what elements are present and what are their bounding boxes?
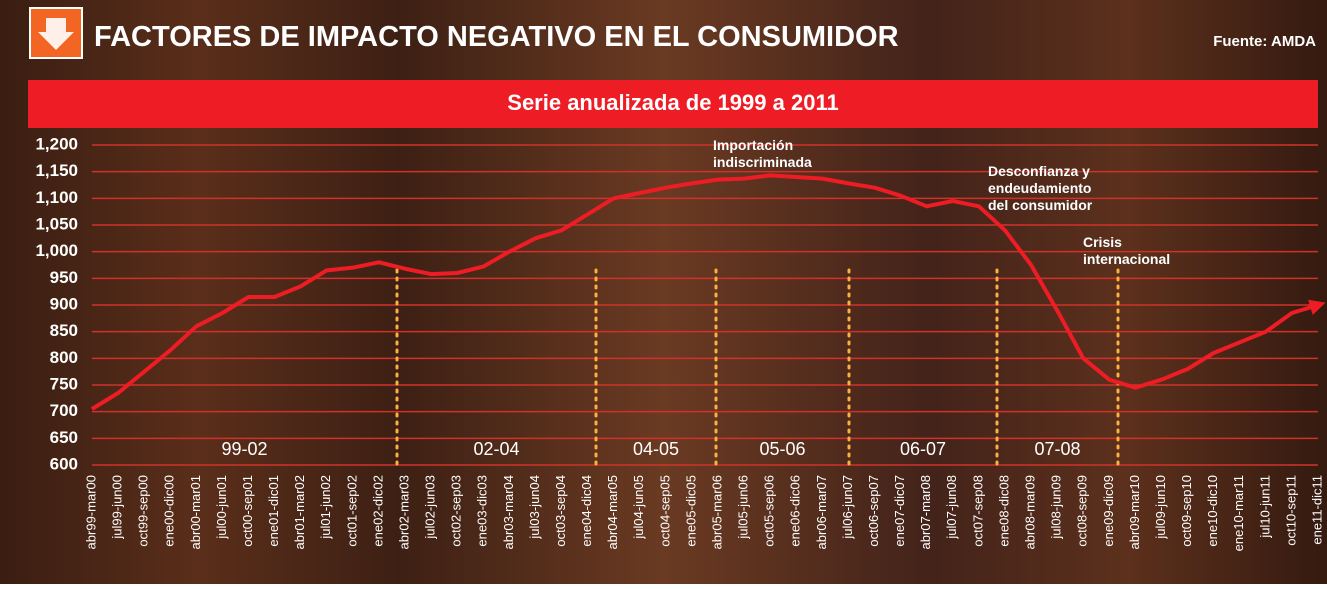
x-tick-label: jul10-jun11 bbox=[1257, 475, 1272, 539]
x-tick-label: jul02-jun03 bbox=[423, 475, 438, 540]
x-tick-label: oct01-sep02 bbox=[344, 475, 359, 547]
x-tick-label: ene01-dic01 bbox=[266, 475, 281, 547]
y-tick-label: 1,200 bbox=[35, 134, 78, 153]
x-tick-label: abr03-mar04 bbox=[501, 475, 516, 549]
period-label: 06-07 bbox=[900, 439, 946, 459]
x-tick-label: oct09-sep10 bbox=[1179, 475, 1194, 547]
x-tick-label: oct99-sep00 bbox=[136, 475, 151, 547]
period-label: 99-02 bbox=[221, 439, 267, 459]
x-tick-label: ene11-dic11 bbox=[1309, 475, 1324, 545]
y-tick-label: 900 bbox=[50, 294, 78, 313]
period-label: 07-08 bbox=[1034, 439, 1080, 459]
annotation: Crisis bbox=[1083, 234, 1122, 250]
x-tick-label: oct00-sep01 bbox=[240, 475, 255, 547]
x-tick-label: abr99-mar00 bbox=[83, 475, 98, 549]
y-tick-label: 600 bbox=[50, 454, 78, 473]
x-tick-label: jul01-jun02 bbox=[318, 475, 333, 540]
y-tick-label: 650 bbox=[50, 428, 78, 447]
x-tick-label: jul03-jun04 bbox=[527, 475, 542, 540]
chart-title: FACTORES DE IMPACTO NEGATIVO EN EL CONSU… bbox=[94, 21, 899, 53]
x-tick-label: jul99-jun00 bbox=[110, 475, 125, 540]
y-tick-label: 1,050 bbox=[35, 214, 78, 233]
x-tick-label: abr09-mar10 bbox=[1127, 475, 1142, 549]
y-tick-label: 950 bbox=[50, 268, 78, 287]
x-tick-label: abr08-mar09 bbox=[1023, 475, 1038, 549]
annotation: endeudamiento bbox=[988, 180, 1091, 196]
x-tick-label: abr04-mar05 bbox=[605, 475, 620, 549]
x-tick-label: abr00-mar01 bbox=[188, 475, 203, 549]
x-tick-label: ene02-dic02 bbox=[370, 475, 385, 547]
x-tick-label: abr07-mar08 bbox=[918, 475, 933, 549]
x-tick-label: oct07-sep08 bbox=[970, 475, 985, 547]
y-tick-label: 1,100 bbox=[35, 188, 78, 207]
x-tick-label: jul09-jun10 bbox=[1153, 475, 1168, 540]
x-tick-label: abr05-mar06 bbox=[709, 475, 724, 549]
x-tick-label: ene09-dic09 bbox=[1101, 475, 1116, 547]
x-tick-label: oct06-sep07 bbox=[866, 475, 881, 547]
x-tick-label: ene07-dic07 bbox=[892, 475, 907, 547]
source: Fuente: AMDA bbox=[1213, 33, 1316, 50]
annotation: del consumidor bbox=[988, 197, 1093, 213]
period-label: 02-04 bbox=[473, 439, 519, 459]
x-tick-label: jul07-jun08 bbox=[944, 475, 959, 540]
annotation: Desconfianza y bbox=[988, 163, 1090, 179]
x-tick-label: oct03-sep04 bbox=[553, 475, 568, 547]
period-label: 05-06 bbox=[759, 439, 805, 459]
x-tick-label: ene10-dic10 bbox=[1205, 475, 1220, 547]
x-tick-label: oct08-sep09 bbox=[1075, 475, 1090, 547]
y-tick-label: 750 bbox=[50, 374, 78, 393]
x-tick-label: oct10-sep11 bbox=[1283, 475, 1298, 546]
period-label: 04-05 bbox=[633, 439, 679, 459]
x-tick-label: oct05-sep06 bbox=[762, 475, 777, 547]
y-tick-label: 800 bbox=[50, 348, 78, 367]
y-tick-label: 1,150 bbox=[35, 161, 78, 180]
subtitle: Serie anualizada de 1999 a 2011 bbox=[507, 90, 838, 115]
annotation: internacional bbox=[1083, 251, 1170, 267]
x-tick-label: oct04-sep05 bbox=[657, 475, 672, 547]
x-tick-label: abr02-mar03 bbox=[396, 475, 411, 549]
x-tick-label: abr01-mar02 bbox=[292, 475, 307, 549]
y-tick-label: 1,000 bbox=[35, 241, 78, 260]
x-tick-label: jul05-jun06 bbox=[736, 475, 751, 540]
annotation: indiscriminada bbox=[713, 154, 812, 170]
x-tick-label: ene08-dic08 bbox=[996, 475, 1011, 547]
x-tick-label: ene06-dic06 bbox=[788, 475, 803, 547]
x-tick-label: ene05-dic05 bbox=[683, 475, 698, 547]
x-tick-label: jul08-jun09 bbox=[1049, 475, 1064, 540]
x-tick-label: abr06-mar07 bbox=[814, 475, 829, 549]
y-tick-label: 850 bbox=[50, 321, 78, 340]
annotation: Importación bbox=[713, 137, 793, 153]
chart: FACTORES DE IMPACTO NEGATIVO EN EL CONSU… bbox=[0, 0, 1327, 584]
x-tick-label: oct02-sep03 bbox=[449, 475, 464, 547]
x-tick-label: jul04-jun05 bbox=[631, 475, 646, 540]
x-tick-label: ene03-dic03 bbox=[475, 475, 490, 547]
x-tick-label: ene00-dic00 bbox=[162, 475, 177, 547]
x-tick-label: jul06-jun07 bbox=[840, 475, 855, 540]
x-tick-label: ene04-dic04 bbox=[579, 475, 594, 547]
x-tick-label: jul00-jun01 bbox=[214, 475, 229, 540]
y-tick-label: 700 bbox=[50, 401, 78, 420]
x-tick-label: ene10-mar11 bbox=[1231, 475, 1246, 551]
